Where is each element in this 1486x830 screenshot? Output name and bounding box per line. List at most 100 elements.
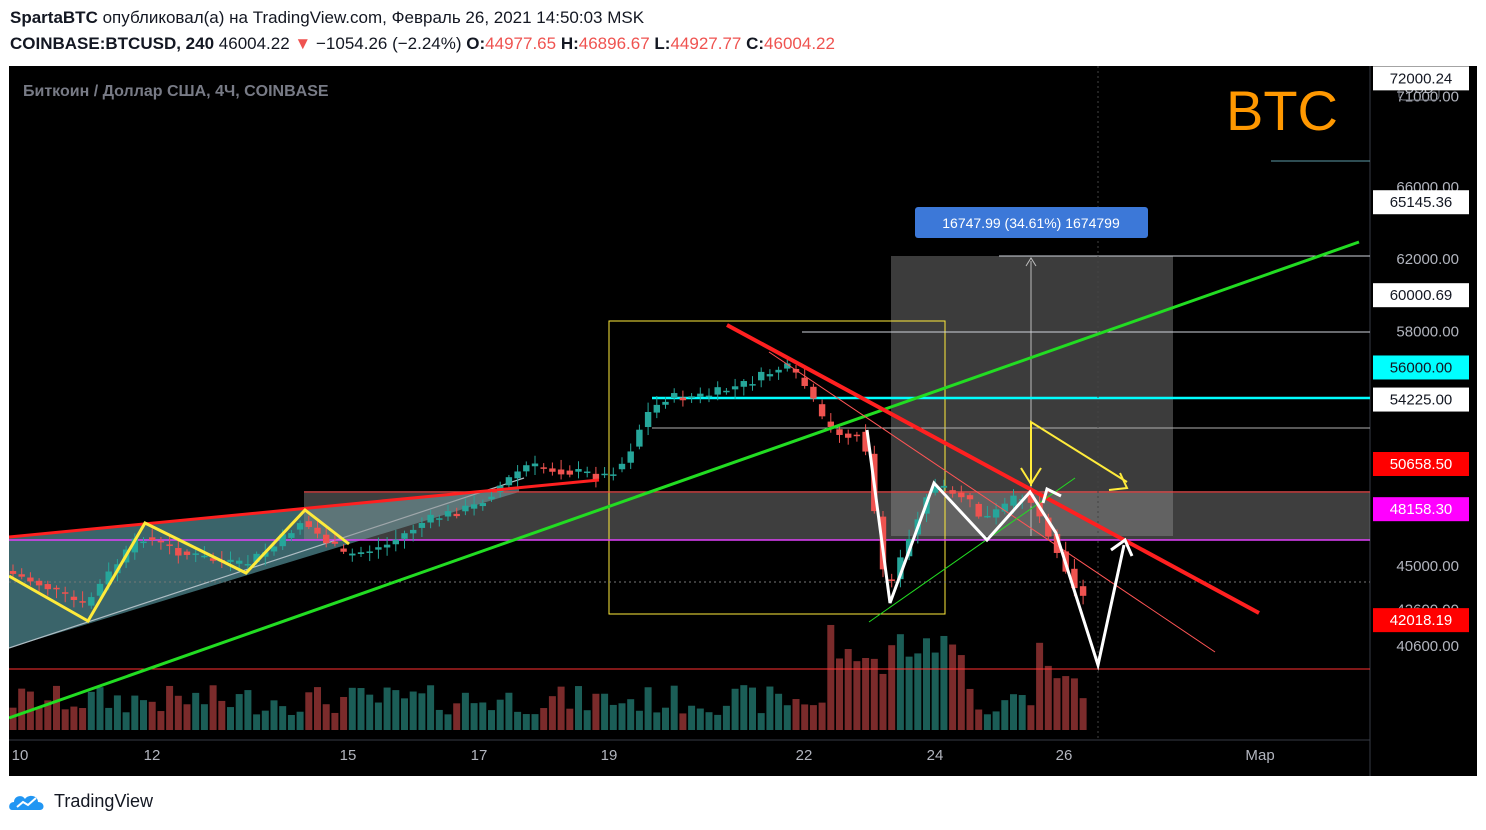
volume-bar [35,707,43,730]
wedge-zigzag [8,507,350,624]
volume-bar [79,708,87,730]
time-tick-label: 17 [471,747,488,764]
author-name[interactable]: SpartaBTC [10,8,98,27]
volume-bar [627,699,635,730]
candle-body [601,473,608,476]
volume-bar [583,710,591,730]
volume-bar [1027,705,1035,730]
candle-body [958,492,965,498]
candle-body [749,384,756,386]
candle-body [610,474,617,476]
candle-body [853,434,861,437]
wedge-lower-edge [8,477,525,649]
volume-bar [818,702,826,730]
candle-body [444,511,452,517]
open-label: O: [466,34,486,53]
time-tick-label: 26 [1056,747,1073,764]
candle-body [236,560,243,564]
chart-area[interactable]: Биткоин / Доллар США, 4Ч, COINBASE BTC 1… [8,0,1477,776]
candle-body [557,469,565,475]
volume-bar [592,693,600,730]
volume-bar [940,635,948,730]
volume-bar [609,704,617,730]
candle-body [644,411,652,428]
candle-body [105,571,112,585]
price-axis[interactable]: 40600.0045000.0058000.0062000.0076000.00… [1396,0,1459,655]
volume-bar [853,661,861,730]
candle-body [244,564,252,566]
candle-body [175,547,182,556]
candle-body [984,515,991,518]
candle-body [1079,586,1087,596]
volume-bar [418,693,426,730]
symbol-name: COINBASE:BTCUSD, 240 [10,34,215,53]
candle-body [827,421,834,428]
volume-bar [270,700,278,730]
volume-bar [792,699,800,730]
volume-bar [601,693,609,730]
candle-body [349,553,356,556]
tradingview-brand[interactable]: TradingView [8,790,153,812]
volume-bar [1036,642,1044,730]
volume-bar [461,692,469,730]
volume-bar [148,701,156,730]
volume-bar [1070,678,1078,730]
volume-bar [1079,698,1087,730]
volume-bar [261,710,269,730]
time-tick-label: 12 [144,747,161,764]
volume-bar [731,688,739,730]
time-axis[interactable]: 10 12 15 17 19 22 24 26 Мар [12,747,1275,764]
volume-bar [113,695,121,730]
last-price: 46004.22 [218,34,290,53]
candle-body [436,518,443,520]
candle-body [375,547,382,550]
price-marker-label: 72000.24 [1390,70,1453,87]
candle-body [897,557,904,580]
candle-body [418,522,426,528]
volume-bar [200,704,208,730]
btc-watermark: BTC [1226,79,1338,142]
candle-body [697,393,704,397]
volume-bar [157,711,165,730]
close-value: 46004.22 [764,34,835,53]
candle-body [9,571,17,574]
volume-bar [392,690,400,730]
candle-body [383,544,391,548]
candle-body [27,577,34,582]
high-label: H: [560,34,579,53]
candle-body [810,386,817,399]
price-marker-bg [1373,283,1469,308]
candle-body [166,544,173,546]
candle-body [470,504,478,509]
price-marker-bg [1373,66,1469,91]
price-tick-label: 58000.00 [1396,323,1459,340]
time-tick-label: 10 [12,747,29,764]
volume-bar [740,685,748,730]
candle-body [575,469,582,472]
price-change: −1054.26 (−2.24%) [315,34,462,53]
volume-bar [305,692,313,730]
price-marker-label: 54225.00 [1390,392,1453,409]
resistance-trendline [726,323,1260,615]
volume-bar [662,707,669,730]
candle-body [584,471,591,474]
candle-body [801,377,808,386]
volume-bar [479,702,487,730]
volume-bar [1062,676,1070,730]
candle-body [357,552,365,554]
minor-support-line [868,477,1076,623]
wedge-upper-trendline [8,478,600,539]
candle-body [1071,568,1078,589]
candle-body [305,521,312,527]
candle-body [96,583,104,596]
candle-body [540,467,547,469]
candle-body [1053,534,1061,553]
candle-body [392,539,399,545]
legend-title: Биткоин / Доллар США, 4Ч, COINBASE [23,83,329,100]
price-chart[interactable]: Биткоин / Доллар США, 4Ч, COINBASE BTC 1… [8,0,1477,776]
volume-bar [279,706,287,730]
volume-bar [18,688,26,730]
candle-body [531,463,539,467]
candle-body [201,555,208,558]
candle-body [1010,495,1017,506]
